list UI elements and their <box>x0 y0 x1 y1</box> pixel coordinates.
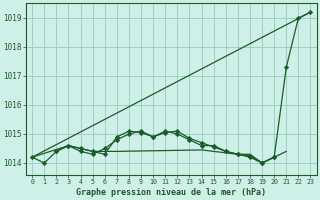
X-axis label: Graphe pression niveau de la mer (hPa): Graphe pression niveau de la mer (hPa) <box>76 188 266 197</box>
